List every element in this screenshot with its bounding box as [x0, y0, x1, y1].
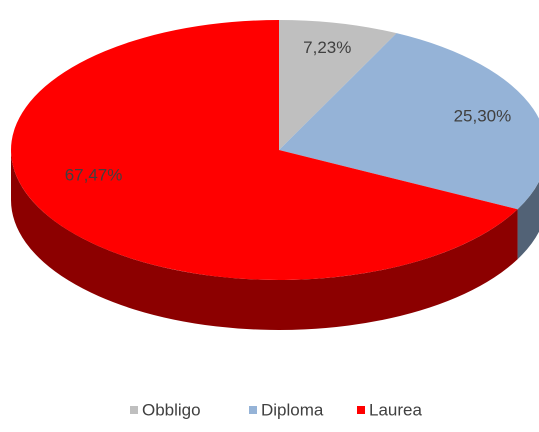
- data-label: 7,23%: [303, 38, 351, 57]
- slice: [10, 20, 518, 281]
- slice: [279, 33, 539, 210]
- slice-side: [11, 150, 518, 330]
- legend-swatch: [249, 406, 257, 414]
- slice-side: [517, 181, 539, 260]
- data-label: 67,47%: [65, 166, 123, 185]
- legend-swatch: [130, 406, 138, 414]
- data-label: 25,30%: [454, 107, 512, 126]
- legend-label: Diploma: [261, 400, 324, 419]
- legend-swatch: [357, 406, 365, 414]
- slice: [279, 20, 397, 150]
- legend-label: Obbligo: [142, 400, 201, 419]
- legend-label: Laurea: [369, 400, 422, 419]
